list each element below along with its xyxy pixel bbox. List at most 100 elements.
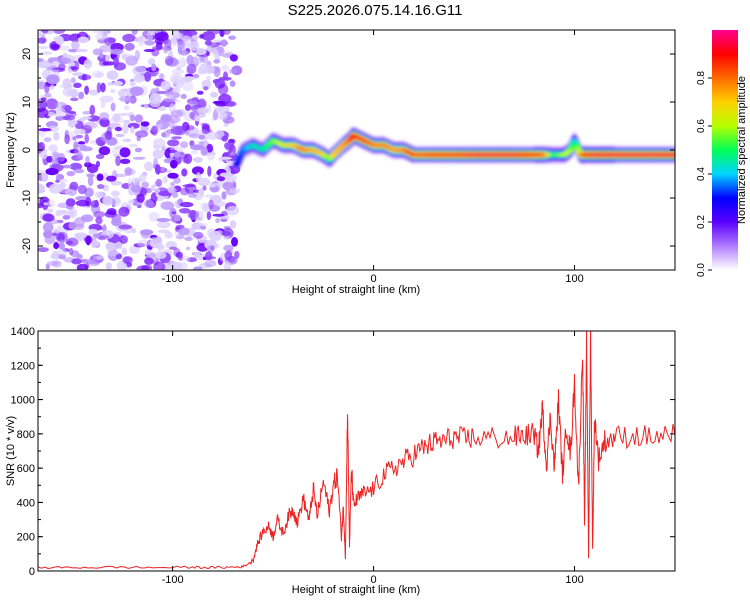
noise-blob — [63, 82, 73, 90]
noise-blob — [115, 155, 121, 167]
noise-blob — [43, 202, 48, 206]
noise-blob — [186, 63, 197, 74]
noise-blob — [222, 30, 231, 35]
noise-blob — [70, 97, 79, 102]
snr-y-axis-label: SNR (10 * v/v) — [5, 416, 17, 486]
colorbar-tick-label: 0.6 — [696, 119, 707, 133]
spectrogram-x-axis-label: Height of straight line (km) — [292, 284, 420, 296]
noise-blob — [210, 151, 216, 156]
noise-blob — [45, 168, 59, 176]
noise-blob — [74, 127, 79, 135]
snr-x-ticks: -100 0 100 — [162, 331, 584, 586]
noise-blob — [95, 33, 107, 41]
noise-blob — [130, 184, 142, 193]
colorbar-tick-label: 0.4 — [696, 167, 707, 181]
noise-blob — [128, 144, 139, 148]
noise-blob — [201, 205, 211, 213]
noise-blob — [214, 106, 224, 112]
noise-blob — [129, 80, 136, 87]
noise-blob — [167, 172, 179, 179]
noise-blob — [69, 61, 76, 67]
noise-blob — [44, 92, 52, 98]
noise-blob — [229, 54, 238, 62]
noise-blob — [215, 200, 227, 207]
spectrogram-x-ticks: -100 0 100 — [162, 30, 584, 285]
noise-blob — [206, 75, 211, 82]
noise-blob — [39, 101, 48, 109]
noise-blob — [151, 45, 165, 51]
noise-blob — [229, 220, 237, 229]
noise-blob — [75, 134, 84, 139]
noise-blob — [192, 73, 200, 79]
noise-blob — [118, 206, 130, 217]
noise-blob — [167, 139, 180, 147]
noise-blob — [194, 223, 208, 227]
spectrogram-noise-region — [38, 30, 243, 270]
noise-blob — [94, 255, 104, 260]
noise-blob — [228, 68, 238, 74]
noise-blob — [64, 189, 78, 196]
noise-blob — [170, 109, 184, 118]
noise-blob — [57, 248, 68, 256]
noise-blob — [179, 208, 191, 214]
noise-blob — [222, 231, 231, 237]
noise-blob — [46, 260, 59, 266]
noise-blob — [106, 208, 117, 216]
noise-blob — [159, 73, 165, 81]
noise-blob — [222, 181, 234, 191]
noise-blob — [114, 173, 128, 178]
noise-blob — [73, 168, 85, 174]
noise-blob — [212, 109, 218, 121]
noise-blob — [163, 97, 177, 103]
noise-blob — [217, 83, 229, 95]
noise-blob — [70, 77, 76, 84]
noise-blob — [115, 126, 122, 132]
noise-blob — [84, 133, 89, 144]
noise-blob — [136, 265, 150, 270]
spectrogram-y-tick-label: 20 — [21, 48, 33, 60]
noise-blob — [226, 163, 235, 167]
noise-blob — [97, 184, 105, 190]
noise-blob — [167, 149, 178, 154]
noise-blob — [136, 193, 145, 203]
noise-blob — [207, 165, 212, 177]
noise-blob — [38, 81, 46, 90]
noise-blob — [40, 97, 47, 102]
noise-blob — [210, 91, 219, 98]
noise-blob — [187, 193, 198, 198]
noise-blob — [157, 123, 163, 128]
colorbar-tick-label: 0.0 — [696, 263, 707, 277]
noise-blob — [177, 40, 186, 50]
noise-blob — [134, 50, 140, 61]
snr-x-tick-label: 0 — [371, 574, 377, 586]
noise-blob — [129, 86, 144, 96]
colorbar-label: Normalized spectral amplitude — [736, 76, 748, 224]
noise-blob — [119, 235, 128, 244]
noise-blob — [206, 143, 213, 153]
noise-blob — [170, 181, 176, 187]
noise-blob — [122, 138, 132, 143]
noise-blob — [95, 216, 103, 225]
page-title: S225.2026.075.14.16.G11 — [287, 2, 463, 19]
noise-blob — [109, 48, 124, 55]
spectrogram-y-tick-label: 0 — [21, 147, 33, 153]
noise-blob — [111, 190, 120, 197]
noise-blob — [125, 55, 138, 66]
noise-blob — [93, 210, 105, 218]
noise-blob — [56, 225, 62, 232]
noise-blob — [208, 230, 222, 242]
noise-blob — [134, 114, 143, 123]
noise-blob — [204, 259, 217, 268]
noise-blob — [203, 137, 208, 149]
noise-blob — [151, 63, 157, 72]
noise-blob — [213, 59, 221, 64]
colorbar-tick-label: 0.8 — [696, 71, 707, 85]
noise-blob — [234, 250, 240, 259]
noise-blob — [177, 227, 190, 236]
noise-blob — [208, 199, 214, 210]
noise-blob — [153, 261, 166, 270]
noise-blob — [134, 147, 142, 153]
noise-blob — [144, 103, 149, 110]
noise-blob — [192, 55, 205, 65]
noise-blob — [42, 222, 54, 233]
